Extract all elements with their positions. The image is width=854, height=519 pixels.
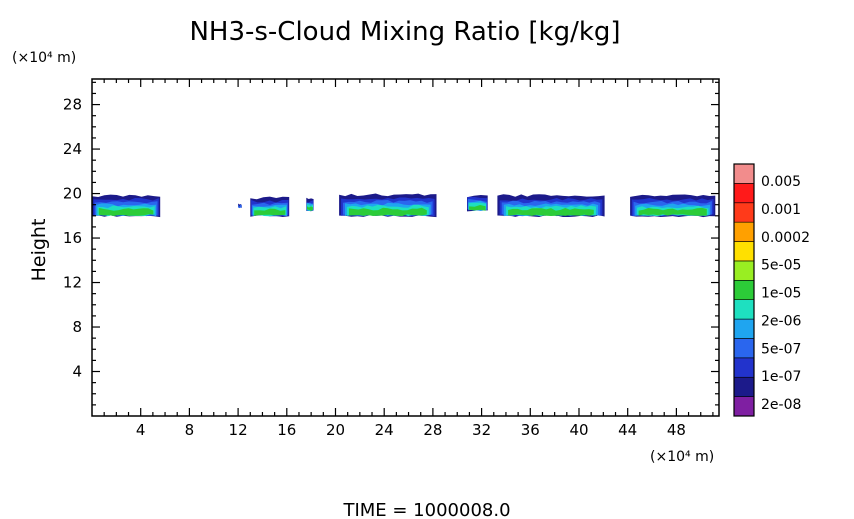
x-tick-label: 48 <box>667 421 686 439</box>
y-tick-label: 16 <box>63 229 82 247</box>
y-tick-labels: 4 8 12 16 20 24 28 <box>63 96 82 381</box>
colorbar-labels: 0.005 0.001 0.0002 5e-05 1e-05 2e-06 5e-07 1e-0… <box>761 174 810 413</box>
x-tick-label: 20 <box>326 421 345 439</box>
colorbar-swatch <box>733 376 755 397</box>
x-tick-label: 32 <box>472 421 491 439</box>
colorbar-label: 0.005 <box>761 174 801 190</box>
x-tick-label: 44 <box>618 421 637 439</box>
x-tick-labels: 4 8 12 16 20 24 28 32 36 40 44 48 <box>136 421 686 439</box>
cloud-layer <box>250 196 290 217</box>
colorbar-swatch <box>733 183 755 204</box>
colorbar-swatch <box>733 338 755 359</box>
x-tick-label: 16 <box>277 421 296 439</box>
colorbar-label: 1e-07 <box>761 369 801 385</box>
colorbar-label: 0.001 <box>761 202 801 218</box>
colorbar-label: 0.0002 <box>761 230 810 246</box>
y-tick-label: 8 <box>72 318 82 336</box>
y-tick-label: 12 <box>63 274 82 292</box>
y-tick-label: 28 <box>63 96 82 114</box>
colorbar-label: 1e-05 <box>761 286 801 302</box>
x-tick-label: 36 <box>521 421 540 439</box>
time-footer: TIME = 1000008.0 <box>342 500 510 519</box>
plot-area <box>92 193 716 218</box>
colorbar-swatch <box>733 318 755 339</box>
colorbar <box>733 163 755 417</box>
colorbar-swatch <box>733 202 755 223</box>
x-tick-label: 24 <box>375 421 394 439</box>
chart-title: NH3-s-Cloud Mixing Ratio [kg/kg] <box>189 17 620 47</box>
axis-ticks <box>92 79 719 416</box>
colorbar-swatch <box>733 280 755 300</box>
colorbar-label: 5e-07 <box>761 341 801 357</box>
cloud-layer <box>92 194 161 218</box>
cloud-band <box>638 207 707 216</box>
x-tick-label: 8 <box>185 421 195 439</box>
y-axis-unit: (×10⁴ m) <box>12 50 76 66</box>
colorbar-swatch <box>733 241 755 262</box>
x-tick-label: 28 <box>423 421 442 439</box>
x-axis-unit: (×10⁴ m) <box>650 449 714 465</box>
cloud-band <box>307 206 313 211</box>
cloud-layer <box>339 193 437 218</box>
y-tick-label: 24 <box>63 140 82 158</box>
cloud-band <box>348 207 427 216</box>
colorbar-label: 2e-06 <box>761 313 801 329</box>
x-tick-label: 4 <box>136 421 146 439</box>
colorbar-label: 5e-05 <box>761 258 801 274</box>
colorbar-swatch <box>733 299 755 320</box>
cloud-layer <box>467 195 488 212</box>
cloud-layer <box>238 203 242 209</box>
cloud-band <box>469 205 486 211</box>
cloud-band <box>508 208 594 216</box>
y-tick-label: 4 <box>72 363 82 381</box>
cloud-band <box>238 204 242 209</box>
cloud-layer <box>306 197 314 212</box>
y-axis-title: Height <box>28 219 50 282</box>
plot-frame <box>91 78 720 417</box>
x-tick-label: 40 <box>569 421 588 439</box>
x-tick-label: 12 <box>229 421 248 439</box>
colorbar-swatch <box>733 221 755 242</box>
colorbar-swatch <box>733 357 755 378</box>
colorbar-label: 2e-08 <box>761 397 801 413</box>
cloud-layer <box>497 194 605 217</box>
cloud-band <box>254 208 286 216</box>
colorbar-frame <box>733 163 755 417</box>
cloud-layer <box>630 194 716 218</box>
colorbar-swatch <box>733 260 755 281</box>
colorbar-swatch <box>733 163 755 184</box>
y-tick-label: 20 <box>63 185 82 203</box>
cloud-band <box>98 207 154 216</box>
colorbar-swatch <box>733 396 755 417</box>
